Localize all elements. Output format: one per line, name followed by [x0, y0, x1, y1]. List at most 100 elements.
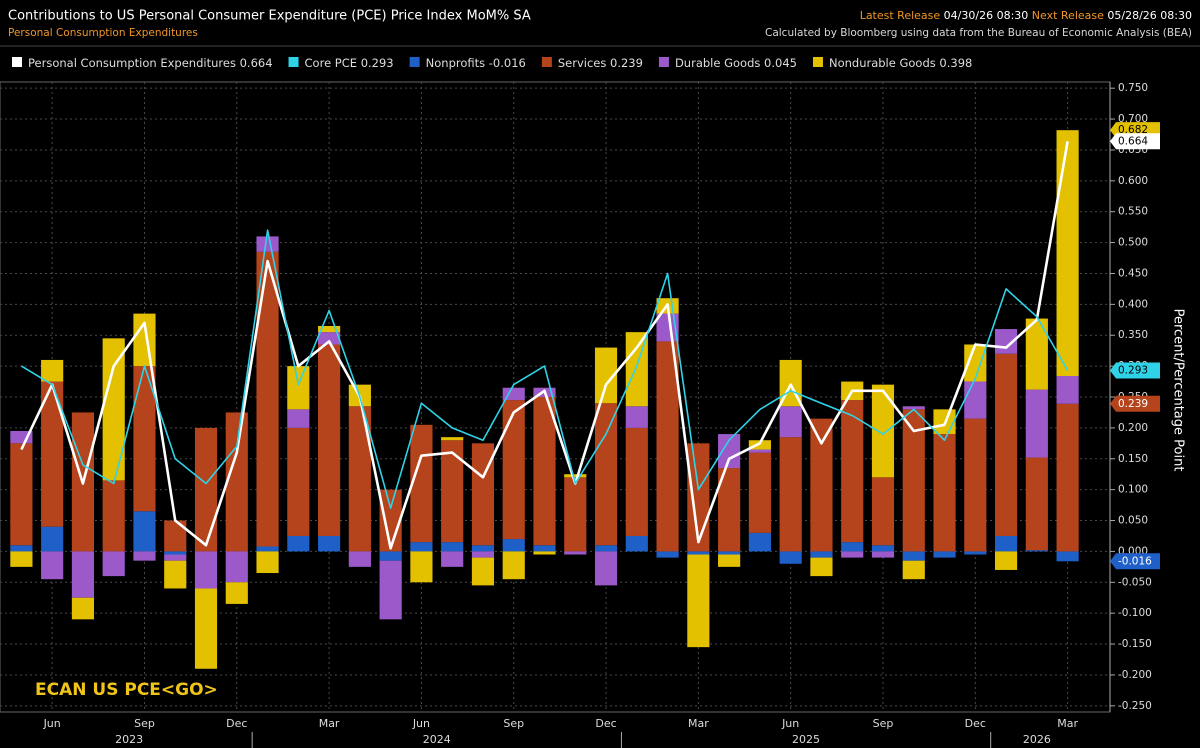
bar-segment	[102, 551, 125, 577]
release-info: Latest Release 04/30/26 08:30 Next Relea…	[860, 9, 1192, 22]
x-tick-label: Sep	[873, 717, 894, 730]
legend-value: 0.664	[240, 56, 273, 70]
bar-segment	[871, 384, 895, 478]
bar-segment	[441, 542, 464, 552]
legend-entry: Services 0.239	[558, 56, 643, 70]
legend-entry: Durable Goods 0.045	[675, 56, 797, 70]
bar-segment	[718, 468, 741, 552]
bar-segment	[410, 551, 433, 583]
bar-segment	[1025, 389, 1048, 458]
bar-segment	[994, 535, 1018, 552]
watermark: ECAN US PCE<GO>	[35, 680, 218, 700]
line-series	[20, 229, 1069, 509]
bar-segment	[594, 551, 618, 586]
bar-segment	[779, 551, 802, 564]
bar-segment	[748, 440, 771, 450]
bar-segment	[964, 381, 987, 419]
bar-segment	[41, 551, 64, 580]
bar-segment	[10, 551, 33, 567]
bar-segment	[287, 427, 310, 536]
legend-name: Nondurable Goods	[829, 56, 936, 70]
bar-segment	[1025, 550, 1048, 552]
bar-segment	[410, 424, 433, 543]
y-tick-label: 0.700	[1118, 113, 1148, 125]
bar-segment	[502, 539, 525, 552]
bar-segment	[41, 381, 64, 527]
bar-segment	[656, 313, 679, 342]
bar-segment	[379, 560, 402, 620]
y-tick-label: 0.500	[1118, 237, 1148, 249]
legend-value: 0.045	[764, 56, 797, 70]
bar-segment	[471, 557, 495, 586]
y-tick-label: -0.100	[1118, 607, 1152, 619]
bar-segment	[718, 434, 741, 469]
bar-segment	[625, 535, 648, 552]
y-tick-label: 0.350	[1118, 329, 1148, 341]
x-tick-label: Dec	[965, 717, 986, 730]
bar-segment	[410, 542, 433, 552]
legend-value: 0.293	[361, 56, 394, 70]
y-tick-label: -0.200	[1118, 669, 1152, 681]
legend-name: Nonprofits	[426, 56, 485, 70]
chart-title: Contributions to US Personal Consumer Ex…	[8, 9, 531, 24]
bar-segment	[194, 551, 218, 589]
bar-segment	[441, 437, 464, 441]
stack-tag-label: 0.682	[1118, 124, 1148, 136]
latest-value: 04/30/26 08:30	[944, 9, 1029, 22]
bar-segment	[656, 551, 679, 558]
bar-segment	[441, 440, 464, 543]
bar-segment	[871, 545, 895, 552]
bar-segment	[687, 554, 710, 648]
legend-name: Services	[558, 56, 607, 70]
bar-segment	[902, 409, 925, 552]
legend-value: 0.398	[939, 56, 972, 70]
end-tag-label: 0.664	[1118, 135, 1148, 147]
bar-segment	[1056, 403, 1079, 552]
bar-segment	[502, 551, 525, 580]
legend-value: 0.239	[610, 56, 643, 70]
y-tick-label: 0.450	[1118, 267, 1148, 279]
bar-segment	[502, 387, 525, 401]
bar-segment	[133, 313, 156, 367]
bar-segment	[564, 477, 587, 552]
bar-segment	[348, 406, 371, 552]
end-tag-label: 0.239	[1118, 398, 1148, 410]
legend-name: Core PCE	[305, 56, 358, 70]
bar-segment	[718, 551, 741, 555]
bar-segment	[656, 341, 679, 552]
y-tick-label: 0.100	[1118, 484, 1148, 496]
x-tick-label: Jun	[781, 717, 799, 730]
end-tag	[1110, 133, 1160, 150]
bar-segment	[318, 325, 341, 333]
bar-segment	[225, 412, 248, 552]
bar-segment	[533, 397, 556, 546]
bar-segment	[379, 551, 402, 561]
bar-segment	[564, 474, 587, 478]
source: Calculated by Bloomberg using data from …	[765, 27, 1192, 39]
bar-segment	[164, 554, 187, 561]
bar-segment	[1056, 130, 1079, 376]
x-tick-label: Jun	[43, 717, 61, 730]
y-tick-label: 0.400	[1118, 298, 1148, 310]
legend-entry: Nondurable Goods 0.398	[829, 56, 972, 70]
legend-name: Durable Goods	[675, 56, 760, 70]
bar-segment	[1056, 551, 1079, 562]
bar-segment	[625, 406, 648, 428]
bar-segment	[533, 551, 556, 555]
x-tick-label: Jun	[412, 717, 430, 730]
bar-segment	[471, 551, 495, 558]
bar-segment	[471, 545, 495, 552]
bar-segment	[871, 551, 895, 558]
bar-segment	[10, 443, 33, 546]
y-tick-label: 0.550	[1118, 206, 1148, 218]
legend-entry: Personal Consumption Expenditures 0.664	[28, 56, 273, 70]
bar-segment	[810, 418, 833, 552]
bar-segment	[225, 582, 248, 604]
bar-segment	[810, 557, 833, 577]
bar-segment	[133, 511, 156, 552]
bar-segment	[164, 520, 187, 552]
bar-segment	[441, 551, 464, 567]
legend-entry: Nonprofits -0.016	[426, 56, 526, 70]
year-label: 2023	[115, 733, 143, 746]
bar-segment	[748, 452, 771, 533]
